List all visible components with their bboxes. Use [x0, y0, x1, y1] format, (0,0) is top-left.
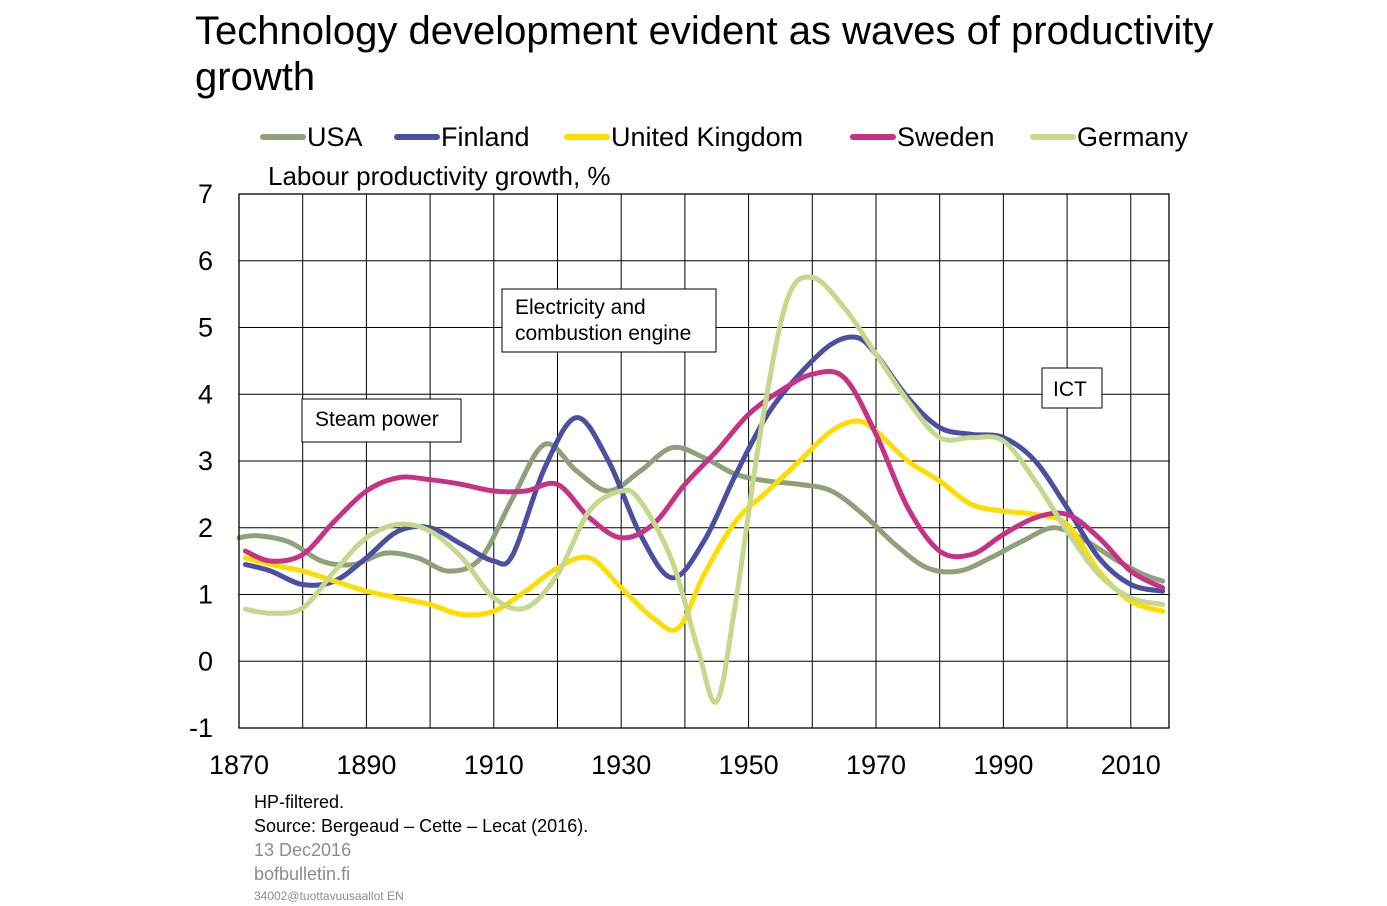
x-tick-label: 1910 [464, 750, 524, 780]
annotation-steam-power: Steam power [301, 398, 462, 443]
series-line-sweden [242, 368, 1166, 591]
y-tick-label: 0 [198, 646, 213, 676]
x-tick-label: 1930 [591, 750, 651, 780]
x-tick-label: 1950 [719, 750, 779, 780]
legend-item-sweden: Sweden [850, 122, 995, 152]
x-tick-label: 1890 [336, 750, 396, 780]
legend-label: United Kingdom [611, 122, 803, 152]
y-tick-label: 2 [198, 513, 213, 543]
plot-frame [238, 193, 1170, 729]
legend-item-usa: USA [260, 122, 363, 152]
x-tick-labels: 1870 1890 1910 1930 1950 1970 1990 2010 [209, 750, 1161, 780]
annotation-steam-power-label: Steam power [315, 408, 439, 431]
footer-code: 34002@tuottavuusaallot EN [254, 889, 404, 903]
series-line-usa [236, 441, 1166, 584]
annotation-ict: ICT [1041, 367, 1103, 409]
series-lines [236, 274, 1166, 705]
series-line-finland [242, 334, 1166, 594]
legend-item-finland: Finland [394, 122, 530, 152]
annotation-ict-label: ICT [1053, 378, 1087, 401]
chart-title: Technology development evident as waves … [195, 9, 1214, 99]
footer-site: bofbulletin.fi [254, 864, 351, 884]
legend-label: Finland [441, 122, 530, 152]
x-tick-label: 1970 [846, 750, 906, 780]
series-line-germany [242, 274, 1166, 705]
x-tick-label: 2010 [1101, 750, 1161, 780]
series-line-united-kingdom [242, 418, 1166, 633]
x-tick-label: 1990 [973, 750, 1033, 780]
plot-border [238, 193, 1170, 729]
y-tick-label: 6 [198, 246, 213, 276]
annotation-electricity-label: Electricity and combustion engine [515, 296, 691, 345]
legend-label: USA [307, 122, 363, 152]
y-tick-label: -1 [189, 713, 213, 743]
legend-item-germany: Germany [1030, 122, 1189, 152]
y-tick-label: 5 [198, 313, 213, 343]
y-tick-label: 4 [198, 379, 213, 409]
footer-date: 13 Dec2016 [254, 840, 352, 860]
y-tick-label: 7 [198, 179, 213, 209]
annotation-electricity: Electricity and combustion engine [501, 288, 717, 353]
y-tick-label: 3 [198, 446, 213, 476]
footer-note: HP-filtered. [254, 792, 345, 812]
legend-label: Germany [1077, 122, 1189, 152]
legend-item-united-kingdom: United Kingdom [564, 122, 803, 152]
legend-label: Sweden [897, 122, 995, 152]
x-tick-label: 1870 [209, 750, 269, 780]
footer-source: Source: Bergeaud – Cette – Lecat (2016). [254, 816, 589, 836]
y-tick-labels: -1 0 1 2 3 4 5 6 7 [189, 179, 213, 743]
legend: USA Finland United Kingdom Sweden Germany [260, 122, 1189, 152]
y-tick-label: 1 [198, 580, 213, 610]
y-axis-label: Labour productivity growth, % [268, 161, 611, 191]
footer: HP-filtered. Source: Bergeaud – Cette – … [254, 790, 588, 906]
